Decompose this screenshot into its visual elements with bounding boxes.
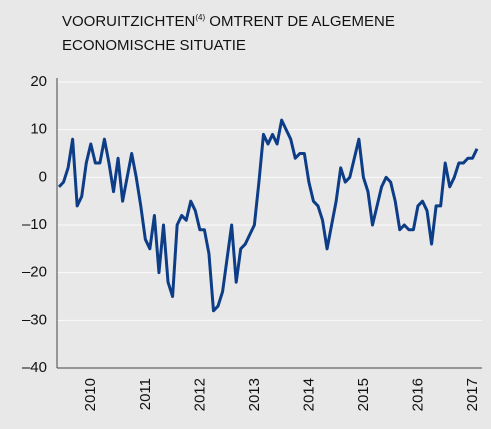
y-tick-label: 20 <box>30 73 47 90</box>
title-part: VOORUITZICHTEN <box>62 13 195 30</box>
y-tick-label: 10 <box>30 121 47 138</box>
title-part: OMTRENT DE ALGEMENE <box>205 13 395 30</box>
x-tick-label: 2010 <box>82 378 99 411</box>
y-tick-label: –20 <box>22 264 47 281</box>
y-tick-label: –40 <box>22 359 47 376</box>
x-tick-label: 2016 <box>409 378 426 411</box>
y-tick-label: –30 <box>22 311 47 328</box>
x-tick-label: 2012 <box>191 378 208 411</box>
x-tick-label: 2015 <box>355 378 372 411</box>
chart-title: VOORUITZICHTEN(4) OMTRENT DE ALGEMENE <box>62 13 395 30</box>
chart-title: ECONOMISCHE SITUATIE <box>62 37 246 54</box>
x-tick-label: 2013 <box>246 378 263 411</box>
data-line <box>57 118 479 313</box>
x-tick-label: 2017 <box>464 378 481 411</box>
title-note: (4) <box>195 13 205 22</box>
y-tick-label: –10 <box>22 216 47 233</box>
x-tick-label: 2011 <box>137 378 154 410</box>
y-tick-label: 0 <box>39 168 47 185</box>
x-tick-label: 2014 <box>300 378 317 411</box>
